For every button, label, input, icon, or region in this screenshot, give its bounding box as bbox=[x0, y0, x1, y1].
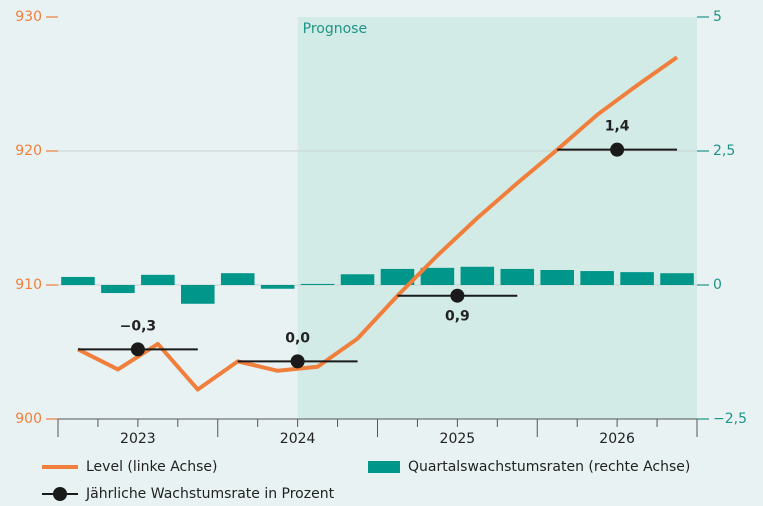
bar bbox=[181, 285, 215, 304]
annual-label: 0,9 bbox=[445, 309, 470, 325]
level-line bbox=[77, 55, 679, 392]
y-tick-label: 920 bbox=[15, 143, 42, 159]
legend-swatch bbox=[368, 461, 400, 473]
y2-tick-label: 2,5 bbox=[713, 143, 735, 159]
y-tick-label: 910 bbox=[15, 277, 42, 293]
y-tick-label: 930 bbox=[15, 9, 42, 25]
y2-tick-label: −2,5 bbox=[713, 411, 747, 427]
bar bbox=[141, 274, 175, 285]
annual-label: 0,0 bbox=[285, 330, 310, 346]
bar bbox=[220, 273, 255, 285]
bar bbox=[61, 276, 95, 285]
bar bbox=[500, 268, 535, 285]
bar bbox=[660, 273, 694, 285]
legend-dot bbox=[53, 487, 67, 501]
annual-dot bbox=[290, 354, 305, 369]
legend-label: Jährliche Wachstumsrate in Prozent bbox=[85, 486, 335, 502]
annual-label: 1,4 bbox=[605, 119, 630, 135]
annual-label: −0,3 bbox=[120, 318, 157, 334]
x-year-label: 2025 bbox=[440, 431, 476, 447]
legend-label: Quartalswachstumsraten (rechte Achse) bbox=[408, 459, 690, 475]
bar bbox=[420, 267, 455, 285]
legend-label: Level (linke Achse) bbox=[86, 459, 217, 475]
annual-dot bbox=[610, 142, 625, 157]
annual-dot bbox=[450, 288, 465, 303]
bar bbox=[380, 268, 415, 285]
y-tick-label: 900 bbox=[15, 411, 42, 427]
x-year-label: 2023 bbox=[120, 431, 156, 447]
forecast-label: Prognose bbox=[303, 21, 367, 37]
x-year-label: 2026 bbox=[599, 431, 635, 447]
bar bbox=[340, 274, 375, 285]
bar bbox=[460, 266, 495, 285]
forecast-shade bbox=[297, 17, 697, 419]
bar bbox=[620, 272, 654, 285]
annual-dot bbox=[130, 342, 145, 357]
bar bbox=[580, 271, 614, 285]
bar bbox=[260, 285, 295, 289]
bar bbox=[300, 283, 335, 285]
bar bbox=[101, 285, 135, 294]
y2-tick-label: 0 bbox=[713, 277, 722, 293]
bar bbox=[540, 269, 574, 285]
x-year-label: 2024 bbox=[280, 431, 316, 447]
y2-tick-label: 5 bbox=[713, 9, 722, 25]
